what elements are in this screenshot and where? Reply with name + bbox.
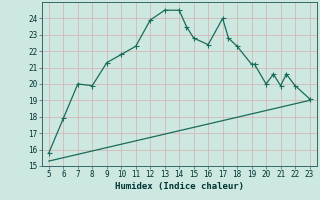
- X-axis label: Humidex (Indice chaleur): Humidex (Indice chaleur): [115, 182, 244, 191]
